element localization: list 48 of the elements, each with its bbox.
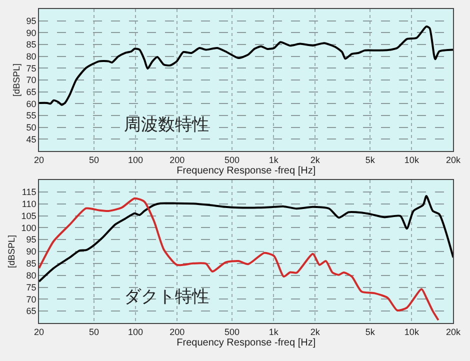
y-tick-label: 90 xyxy=(26,246,36,257)
y-tick-label: 75 xyxy=(26,63,36,74)
x-tick-label: 500 xyxy=(224,326,240,337)
y-tick-label: 55 xyxy=(26,110,36,121)
x-tick-label: 20 xyxy=(34,154,44,165)
x-tick-label: 1k xyxy=(268,154,279,165)
y-tick-label: 85 xyxy=(26,258,36,269)
x-tick-label: 20k xyxy=(446,326,462,337)
annotation: 周波数特性 xyxy=(124,115,209,135)
x-tick-label: 50 xyxy=(88,326,99,337)
x-tick-label: 20k xyxy=(446,154,462,165)
y-tick-label: 105 xyxy=(21,210,36,221)
x-tick-label: 200 xyxy=(170,326,185,337)
y-tick-label: 110 xyxy=(22,198,36,209)
y-tick-label: 70 xyxy=(26,294,36,304)
y-tick-label: 95 xyxy=(26,16,36,26)
y-axis-title: [dBSPL] xyxy=(6,234,17,268)
y-axis-title: [dBSPL] xyxy=(12,63,22,97)
y-tick-label: 60 xyxy=(26,98,36,109)
x-tick-label: 10k xyxy=(404,326,420,337)
y-tick-label: 80 xyxy=(26,270,36,280)
annotation: ダクト特性 xyxy=(124,287,209,307)
x-tick-label: 500 xyxy=(224,154,240,165)
y-tick-label: 70 xyxy=(26,75,36,86)
x-tick-label: 1k xyxy=(268,326,279,337)
x-tick-label: 50 xyxy=(88,154,99,165)
y-tick-label: 65 xyxy=(26,86,36,97)
x-axis-title: Frequency Response -freq [Hz] xyxy=(176,337,316,348)
y-tick-label: 80 xyxy=(26,51,36,62)
x-tick-label: 100 xyxy=(128,154,144,165)
x-tick-label: 5k xyxy=(365,154,376,165)
x-tick-label: 20 xyxy=(34,326,44,337)
x-tick-label: 10k xyxy=(404,154,420,165)
x-tick-label: 5k xyxy=(365,326,376,337)
y-tick-label: 75 xyxy=(26,282,36,292)
x-tick-label: 2k xyxy=(310,326,320,337)
y-tick-label: 85 xyxy=(26,40,36,50)
y-tick-label: 100 xyxy=(21,222,36,233)
x-axis-title: Frequency Response -freq [Hz] xyxy=(176,165,316,176)
y-tick-label: 115 xyxy=(22,187,36,198)
y-tick-label: 65 xyxy=(26,306,36,316)
x-tick-label: 100 xyxy=(128,326,144,337)
x-tick-label: 2k xyxy=(310,154,320,165)
x-tick-label: 200 xyxy=(170,154,185,165)
y-tick-label: 50 xyxy=(26,122,36,132)
y-tick-label: 95 xyxy=(26,234,36,245)
y-tick-label: 45 xyxy=(26,134,36,144)
y-tick-label: 90 xyxy=(26,28,36,38)
